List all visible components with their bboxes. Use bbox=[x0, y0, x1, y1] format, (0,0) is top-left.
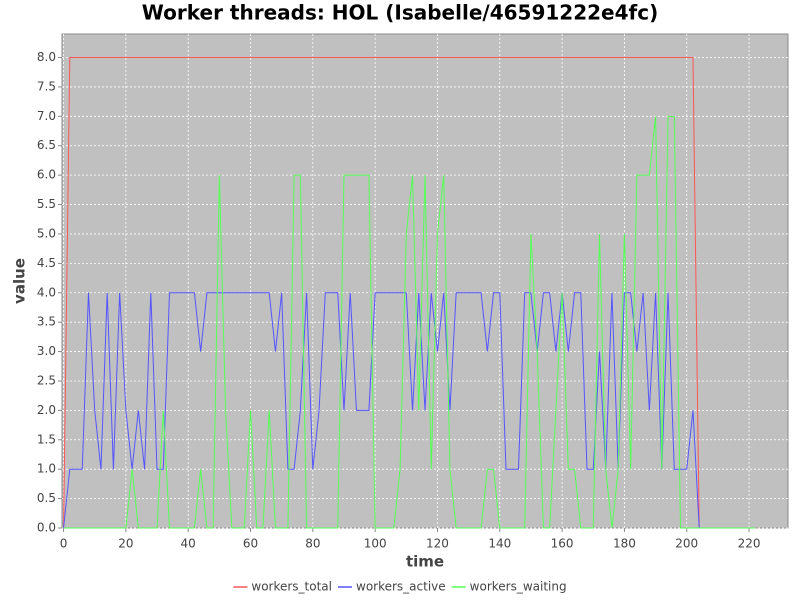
legend-label: workers_waiting bbox=[470, 580, 567, 594]
x-tick-label: 80 bbox=[305, 537, 320, 551]
x-tick-label: 40 bbox=[181, 537, 196, 551]
y-tick-label: 6.5 bbox=[37, 138, 56, 152]
y-tick-label: 0.0 bbox=[37, 521, 56, 535]
x-tick-label: 20 bbox=[118, 537, 133, 551]
y-tick-label: 1.5 bbox=[37, 432, 56, 446]
y-tick-label: 0.5 bbox=[37, 491, 56, 505]
x-tick-label: 160 bbox=[551, 537, 574, 551]
x-tick-label: 180 bbox=[613, 537, 636, 551]
y-tick-label: 2.0 bbox=[37, 403, 56, 417]
chart-title: Worker threads: HOL (Isabelle/46591222e4… bbox=[142, 1, 658, 25]
y-tick-label: 5.5 bbox=[37, 197, 56, 211]
y-tick-label: 7.0 bbox=[37, 109, 56, 123]
y-axis-label: value bbox=[11, 258, 29, 304]
legend-label: workers_total bbox=[251, 580, 332, 594]
y-tick-label: 3.0 bbox=[37, 344, 56, 358]
y-tick-label: 3.5 bbox=[37, 315, 56, 329]
y-tick-label: 1.0 bbox=[37, 462, 56, 476]
series-line bbox=[63, 292, 756, 529]
x-tick-label: 120 bbox=[426, 537, 449, 551]
y-tick-label: 5.0 bbox=[37, 226, 56, 240]
legend-label: workers_active bbox=[356, 580, 446, 594]
y-tick-label: 6.0 bbox=[37, 168, 56, 182]
y-tick-label: 8.0 bbox=[37, 50, 56, 64]
x-tick-label: 220 bbox=[738, 537, 761, 551]
x-axis-label: time bbox=[406, 553, 444, 571]
y-tick-label: 2.5 bbox=[37, 373, 56, 387]
y-tick-label: 4.5 bbox=[37, 256, 56, 270]
x-tick-label: 100 bbox=[364, 537, 387, 551]
series-line bbox=[63, 57, 756, 529]
y-tick-label: 7.5 bbox=[37, 79, 56, 93]
series-line bbox=[63, 115, 756, 529]
x-tick-label: 140 bbox=[488, 537, 511, 551]
x-tick-label: 0 bbox=[60, 537, 68, 551]
x-tick-label: 60 bbox=[243, 537, 258, 551]
x-tick-label: 200 bbox=[675, 537, 698, 551]
y-tick-label: 4.0 bbox=[37, 285, 56, 299]
